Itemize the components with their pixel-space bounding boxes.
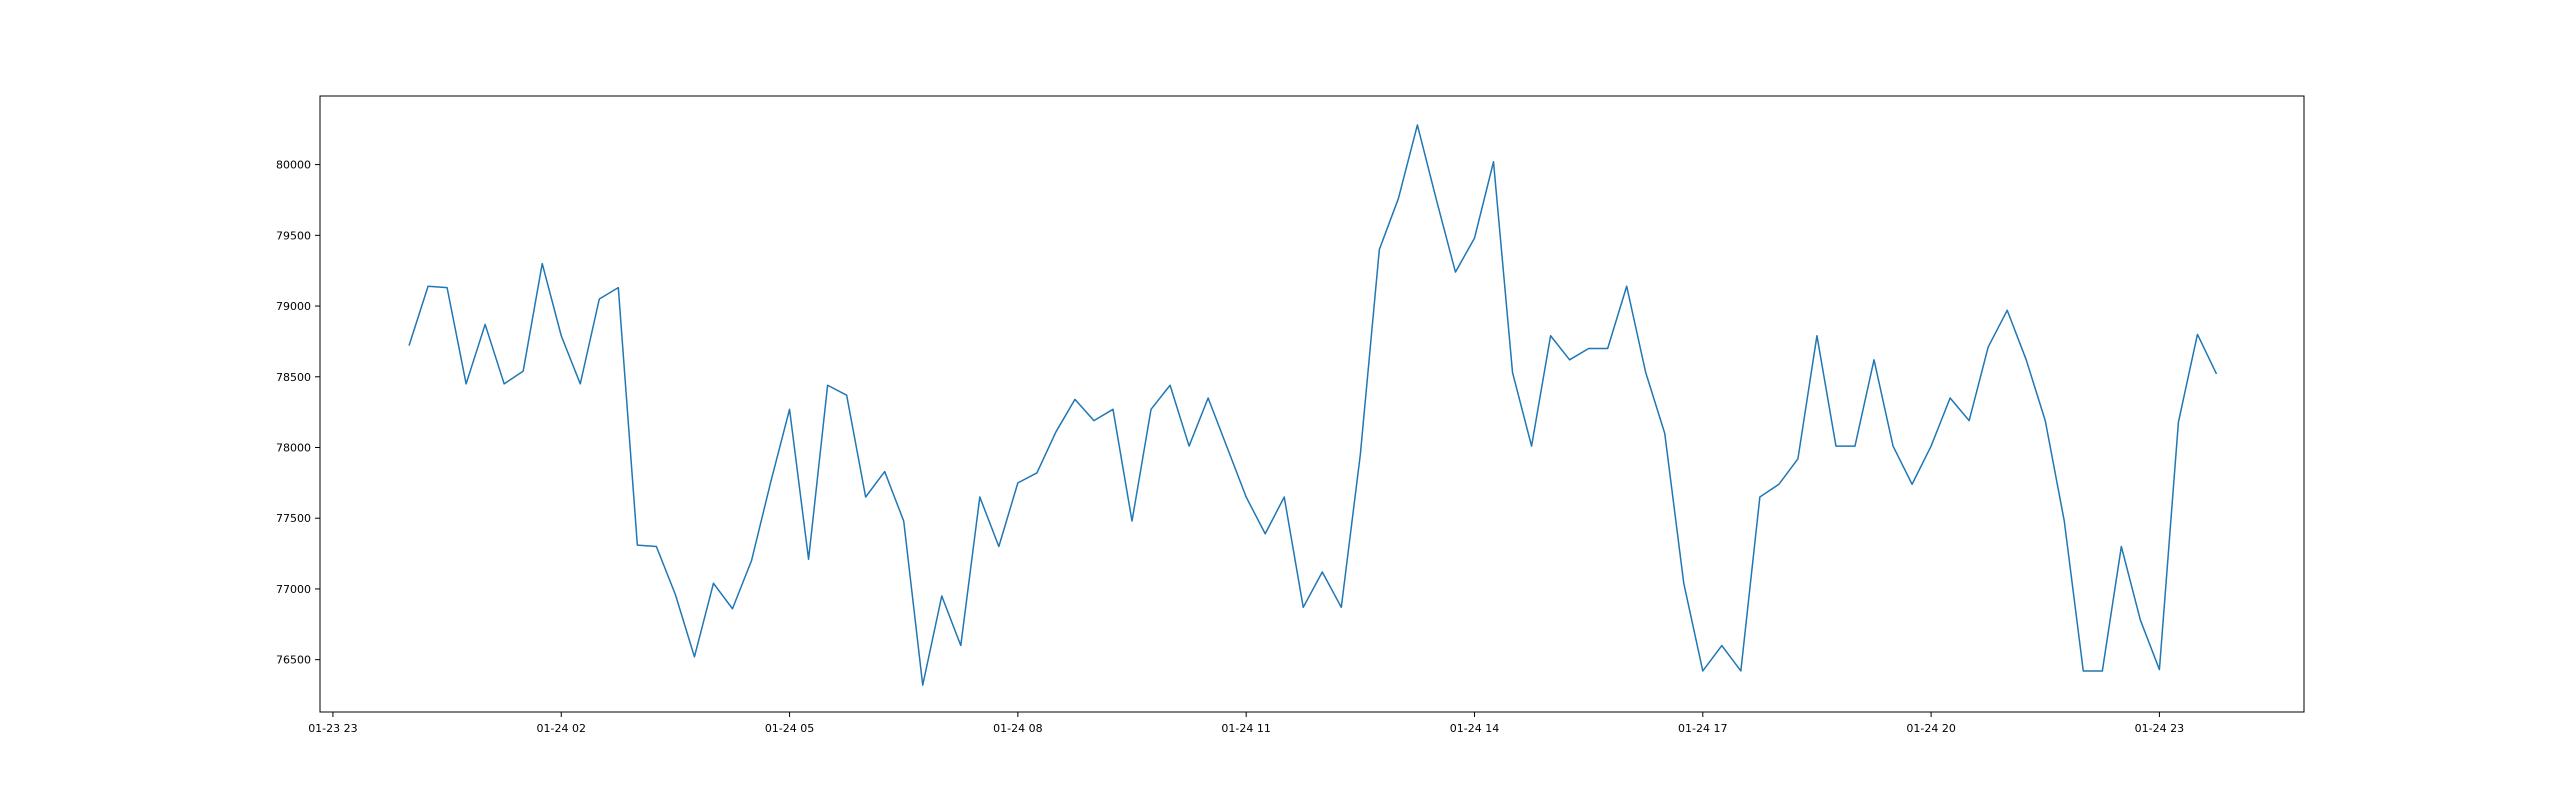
y-tick-label: 77000 [276, 583, 311, 596]
y-tick-label: 79000 [276, 300, 311, 313]
y-tick-label: 76500 [276, 654, 311, 667]
y-tick-label: 78000 [276, 441, 311, 454]
x-tick-label: 01-24 23 [2135, 722, 2184, 735]
x-tick-label: 01-23 23 [308, 722, 357, 735]
plot-frame [319, 95, 2305, 713]
x-tick-label: 01-24 20 [1906, 722, 1955, 735]
x-tick-label: 01-24 14 [1450, 722, 1499, 735]
x-tick-label: 01-24 17 [1678, 722, 1727, 735]
y-tick-label: 78500 [276, 371, 311, 384]
series-layer [408, 124, 2218, 686]
y-tick-label: 80000 [276, 159, 311, 172]
x-tick-label: 01-24 05 [765, 722, 814, 735]
series-line-1 [408, 124, 2218, 686]
x-tick-label: 01-24 11 [1221, 722, 1270, 735]
x-tick-label: 01-24 08 [993, 722, 1042, 735]
x-tick-label: 01-24 02 [537, 722, 586, 735]
y-tick-label: 79500 [276, 229, 311, 242]
x-axis: 01-23 23 01-24 02 01-24 05 01-24 08 01-24 11… [308, 712, 2184, 735]
y-axis: 76500 77000 77500 78000 78500 79000 79500 80000 [276, 159, 320, 667]
plot-area [320, 96, 2304, 712]
y-tick-label: 77500 [276, 512, 311, 525]
